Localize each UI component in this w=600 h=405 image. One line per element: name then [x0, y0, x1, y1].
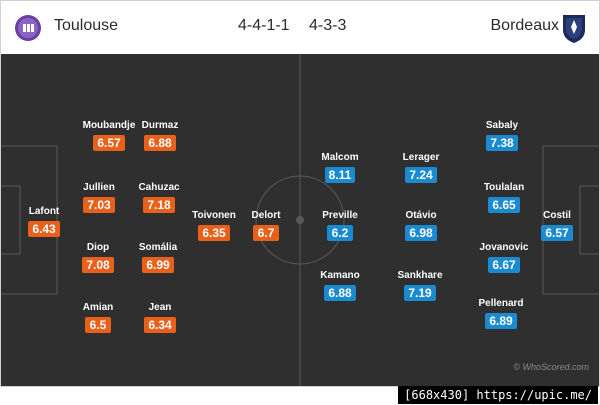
- player-name: Lerager: [402, 152, 440, 163]
- away-player[interactable]: Kamano 6.88: [305, 270, 375, 302]
- away-player[interactable]: Sankhare 7.19: [385, 270, 455, 302]
- player-name: Jean: [148, 302, 172, 313]
- home-player[interactable]: Moubandje 6.57: [74, 120, 144, 152]
- player-rating-badge: 7.38: [486, 135, 518, 151]
- player-name: Toivonen: [192, 210, 236, 221]
- away-player[interactable]: Toulalan 6.65: [469, 182, 539, 214]
- home-player[interactable]: Amian 6.5: [63, 302, 133, 334]
- player-name: Sankhare: [397, 270, 443, 281]
- player-rating-badge: 7.24: [405, 167, 437, 183]
- player-name: Durmaz: [141, 120, 179, 131]
- home-player[interactable]: Diop 7.08: [63, 242, 133, 274]
- player-name: Amian: [82, 302, 114, 313]
- home-player[interactable]: Cahuzac 7.18: [124, 182, 194, 214]
- player-name: Sabaly: [485, 120, 519, 131]
- player-name: Cahuzac: [138, 182, 180, 193]
- player-name: Costil: [543, 210, 571, 221]
- whoscored-credit: © WhoScored.com: [513, 362, 589, 372]
- away-player[interactable]: Pellenard 6.89: [466, 298, 536, 330]
- player-rating-badge: 6.89: [485, 313, 517, 329]
- player-name: Malcom: [321, 152, 359, 163]
- away-player[interactable]: Sabaly 7.38: [467, 120, 537, 152]
- player-name: Jovanovic: [479, 242, 529, 253]
- player-rating-badge: 7.18: [143, 197, 175, 213]
- player-name: Pellenard: [478, 298, 524, 309]
- away-team-name: Bordeaux: [490, 17, 560, 34]
- player-rating-badge: 6.57: [541, 225, 573, 241]
- player-rating-badge: 7.03: [83, 197, 115, 213]
- away-player[interactable]: Preville 6.2: [305, 210, 375, 242]
- player-rating-badge: 6.65: [488, 197, 520, 213]
- player-rating-badge: 7.19: [404, 285, 436, 301]
- player-rating-badge: 6.34: [144, 317, 176, 333]
- home-player[interactable]: Durmaz 6.88: [125, 120, 195, 152]
- pitch: Lafont 6.43 Moubandje 6.57 Durmaz 6.88 Jullien…: [1, 54, 599, 386]
- player-rating-badge: 7.08: [82, 257, 114, 273]
- player-name: Diop: [86, 242, 110, 253]
- player-rating-badge: 6.35: [198, 225, 230, 241]
- away-player[interactable]: Otávio 6.98: [386, 210, 456, 242]
- player-name: Otávio: [405, 210, 437, 221]
- player-rating-badge: 6.67: [488, 257, 520, 273]
- player-rating-badge: 6.7: [253, 225, 279, 241]
- image-size-tag: [668x430] https://upic.me/: [398, 386, 598, 404]
- player-rating-badge: 6.98: [405, 225, 437, 241]
- home-player[interactable]: Delort 6.7: [231, 210, 301, 242]
- pitch-markings: [1, 54, 599, 386]
- home-team-name: Toulouse: [54, 17, 119, 34]
- home-player[interactable]: Toivonen 6.35: [179, 210, 249, 242]
- player-name: Kamano: [320, 270, 360, 281]
- player-rating-badge: 6.57: [93, 135, 125, 151]
- away-player[interactable]: Lerager 7.24: [386, 152, 456, 184]
- match-header: Toulouse 4-4-1-1 4-3-3 Bordeaux: [1, 1, 599, 53]
- bordeaux-crest-icon: [563, 15, 585, 43]
- player-name: Preville: [322, 210, 358, 221]
- home-player[interactable]: Lafont 6.43: [9, 206, 79, 238]
- toulouse-crest-icon: [15, 15, 41, 41]
- player-name: Lafont: [28, 206, 60, 217]
- player-rating-badge: 6.43: [28, 221, 60, 237]
- home-player[interactable]: Jean 6.34: [125, 302, 195, 334]
- player-rating-badge: 6.2: [327, 225, 353, 241]
- home-formation: 4-4-1-1: [238, 17, 290, 34]
- player-name: Jullien: [83, 182, 115, 193]
- player-rating-badge: 6.88: [144, 135, 176, 151]
- home-player[interactable]: Jullien 7.03: [64, 182, 134, 214]
- away-player[interactable]: Jovanovic 6.67: [469, 242, 539, 274]
- player-rating-badge: 6.88: [324, 285, 356, 301]
- player-name: Somália: [138, 242, 178, 253]
- player-name: Toulalan: [483, 182, 525, 193]
- away-player[interactable]: Costil 6.57: [522, 210, 592, 242]
- player-name: Moubandje: [82, 120, 136, 131]
- away-player[interactable]: Malcom 8.11: [305, 152, 375, 184]
- home-player[interactable]: Somália 6.99: [123, 242, 193, 274]
- player-rating-badge: 6.99: [142, 257, 174, 273]
- away-formation: 4-3-3: [309, 17, 347, 34]
- player-rating-badge: 8.11: [324, 167, 356, 183]
- player-name: Delort: [251, 210, 281, 221]
- player-rating-badge: 6.5: [85, 317, 111, 333]
